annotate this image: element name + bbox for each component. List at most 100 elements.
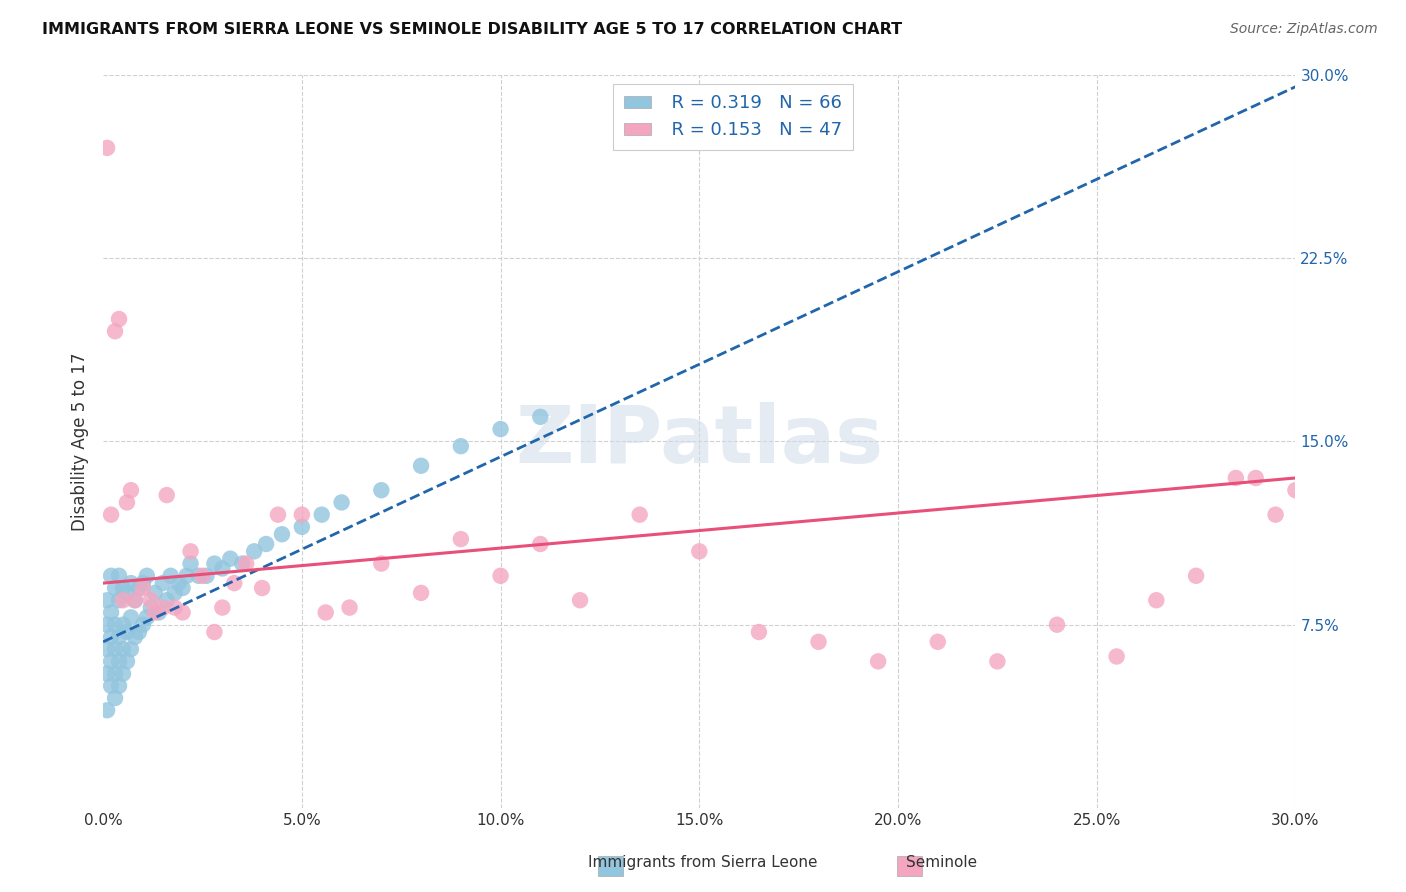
Point bbox=[489, 422, 512, 436]
Point bbox=[128, 581, 150, 595]
Point bbox=[927, 635, 949, 649]
Point bbox=[135, 568, 157, 582]
Point bbox=[132, 581, 155, 595]
Point bbox=[330, 495, 353, 509]
Point bbox=[96, 642, 118, 657]
Point bbox=[628, 508, 651, 522]
Point bbox=[167, 576, 190, 591]
Point bbox=[152, 576, 174, 591]
Point bbox=[986, 654, 1008, 668]
Text: IMMIGRANTS FROM SIERRA LEONE VS SEMINOLE DISABILITY AGE 5 TO 17 CORRELATION CHAR: IMMIGRANTS FROM SIERRA LEONE VS SEMINOLE… bbox=[42, 22, 903, 37]
Point bbox=[115, 625, 138, 640]
Point bbox=[1144, 593, 1167, 607]
Point bbox=[748, 625, 770, 640]
Point bbox=[96, 593, 118, 607]
Point bbox=[96, 703, 118, 717]
Point bbox=[108, 593, 131, 607]
Point bbox=[163, 586, 186, 600]
Point bbox=[96, 141, 118, 155]
Point bbox=[1105, 649, 1128, 664]
Point bbox=[291, 520, 314, 534]
Point bbox=[688, 544, 710, 558]
Point bbox=[450, 439, 472, 453]
Point bbox=[1185, 568, 1208, 582]
Point bbox=[370, 557, 392, 571]
Point bbox=[124, 593, 146, 607]
Point bbox=[115, 654, 138, 668]
Point bbox=[159, 568, 181, 582]
Point bbox=[180, 544, 202, 558]
Point bbox=[172, 581, 194, 595]
Point bbox=[111, 617, 134, 632]
Point bbox=[108, 568, 131, 582]
Point bbox=[96, 617, 118, 632]
Point bbox=[163, 600, 186, 615]
Point bbox=[807, 635, 830, 649]
Point bbox=[311, 508, 333, 522]
Point bbox=[120, 483, 142, 498]
Point bbox=[111, 593, 134, 607]
Text: Immigrants from Sierra Leone: Immigrants from Sierra Leone bbox=[588, 855, 818, 870]
Point bbox=[120, 642, 142, 657]
Point bbox=[120, 576, 142, 591]
Point bbox=[156, 593, 179, 607]
Point bbox=[152, 600, 174, 615]
Point bbox=[108, 312, 131, 326]
Point bbox=[1284, 483, 1306, 498]
Point bbox=[191, 568, 214, 582]
Point bbox=[224, 576, 246, 591]
Point bbox=[180, 557, 202, 571]
Point bbox=[111, 666, 134, 681]
Point bbox=[111, 581, 134, 595]
Point bbox=[100, 630, 122, 644]
Point bbox=[450, 532, 472, 546]
Y-axis label: Disability Age 5 to 17: Disability Age 5 to 17 bbox=[72, 352, 89, 531]
Point bbox=[148, 606, 170, 620]
Point bbox=[409, 458, 432, 473]
Point bbox=[1225, 471, 1247, 485]
Point bbox=[115, 586, 138, 600]
Point bbox=[104, 324, 127, 338]
Legend:   R = 0.319   N = 66,   R = 0.153   N = 47: R = 0.319 N = 66, R = 0.153 N = 47 bbox=[613, 84, 853, 150]
Point bbox=[409, 586, 432, 600]
Point bbox=[104, 581, 127, 595]
Text: Seminole: Seminole bbox=[907, 855, 977, 870]
Point bbox=[868, 654, 890, 668]
Point bbox=[96, 666, 118, 681]
Point bbox=[1264, 508, 1286, 522]
Point bbox=[111, 642, 134, 657]
Point bbox=[132, 617, 155, 632]
Point bbox=[529, 537, 551, 551]
Point bbox=[104, 666, 127, 681]
Point bbox=[202, 625, 225, 640]
Point bbox=[124, 630, 146, 644]
Point bbox=[104, 642, 127, 657]
Point bbox=[195, 568, 218, 582]
Point bbox=[202, 557, 225, 571]
Point bbox=[231, 557, 253, 571]
Point bbox=[115, 495, 138, 509]
Point bbox=[1244, 471, 1267, 485]
Point bbox=[254, 537, 277, 551]
Point bbox=[143, 586, 166, 600]
Point bbox=[569, 593, 592, 607]
Point bbox=[120, 610, 142, 624]
Point bbox=[108, 654, 131, 668]
Point bbox=[267, 508, 290, 522]
Text: Source: ZipAtlas.com: Source: ZipAtlas.com bbox=[1230, 22, 1378, 37]
Point bbox=[315, 606, 337, 620]
Text: ZIPatlas: ZIPatlas bbox=[515, 402, 883, 480]
Point bbox=[100, 508, 122, 522]
Point bbox=[132, 576, 155, 591]
Point bbox=[108, 679, 131, 693]
Point bbox=[370, 483, 392, 498]
Point bbox=[529, 409, 551, 424]
Point bbox=[211, 561, 233, 575]
Point bbox=[211, 600, 233, 615]
Point bbox=[104, 691, 127, 706]
Point bbox=[235, 557, 257, 571]
Point bbox=[100, 568, 122, 582]
Point bbox=[108, 630, 131, 644]
Point bbox=[1046, 617, 1069, 632]
Point bbox=[128, 625, 150, 640]
